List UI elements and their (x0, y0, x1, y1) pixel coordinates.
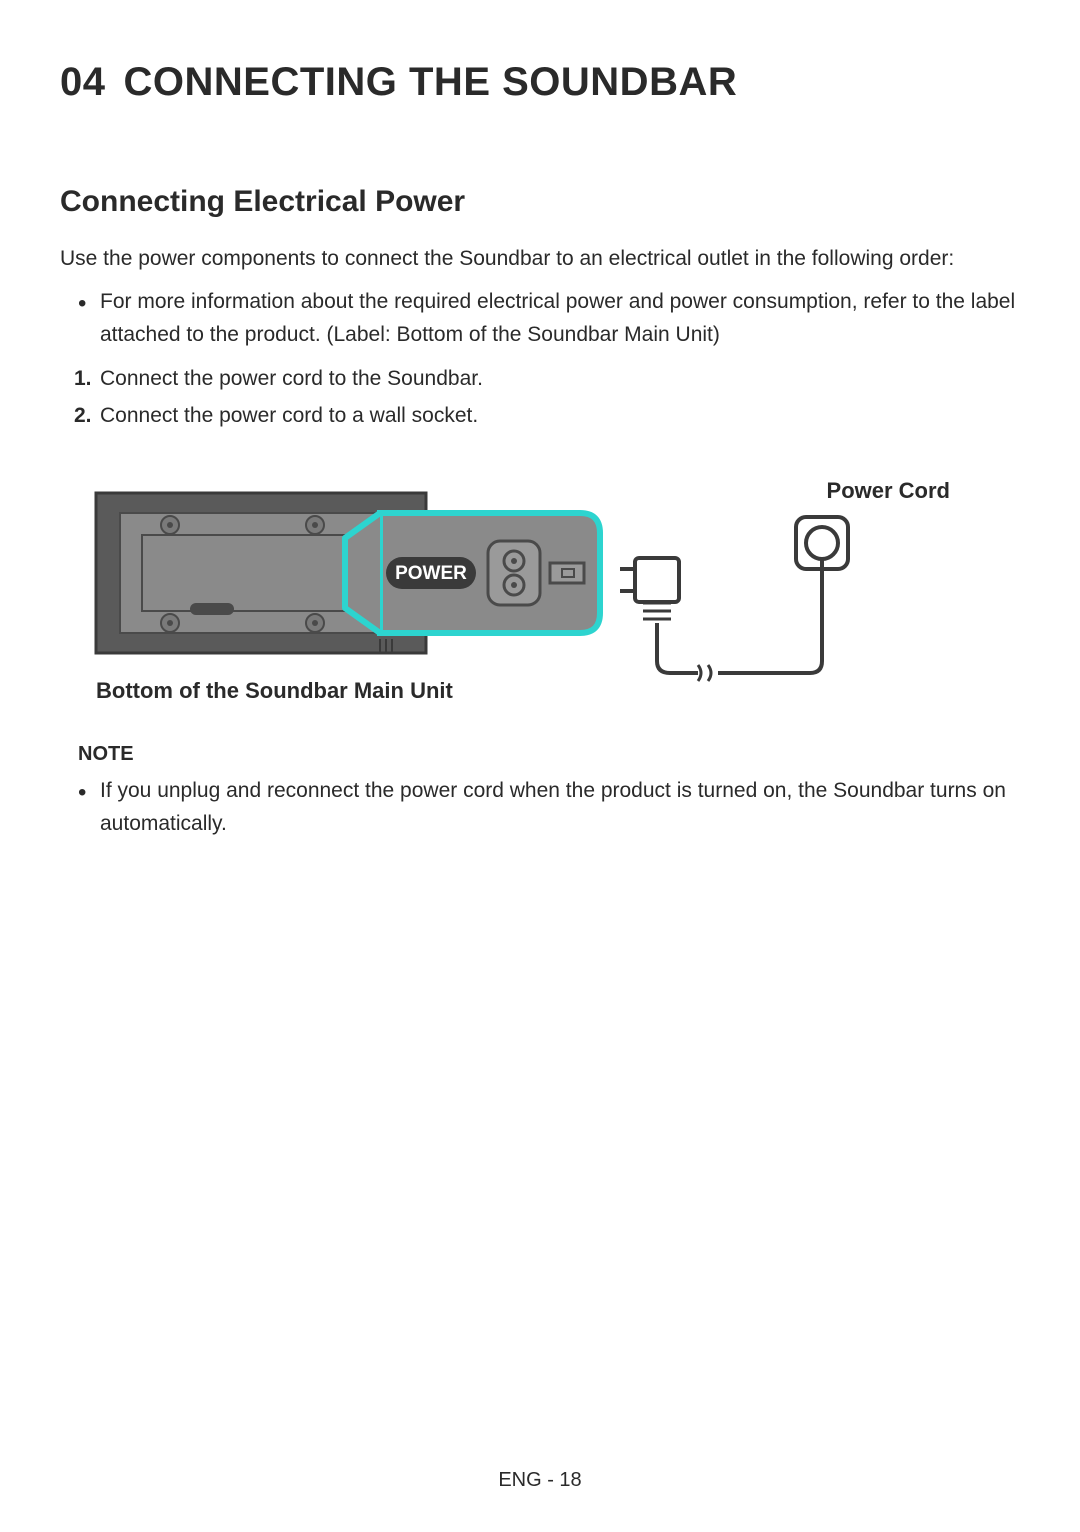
info-bullet-item: For more information about the required … (100, 285, 1020, 352)
info-bullet-list: For more information about the required … (60, 285, 1020, 352)
wall-plug-icon (796, 517, 848, 571)
power-plug-icon (620, 558, 698, 673)
diagram-svg: POWER (90, 483, 990, 693)
note-item: If you unplug and reconnect the power co… (100, 774, 1020, 841)
steps-list: 1.Connect the power cord to the Soundbar… (60, 362, 1020, 433)
section-title: Connecting Electrical Power (60, 185, 1020, 219)
chapter-number: 04 (60, 60, 106, 104)
connection-diagram: Power Cord POWER (90, 483, 1020, 713)
power-label-text: POWER (395, 563, 467, 584)
chapter-title: 04 CONNECTING THE SOUNDBAR (60, 60, 1020, 105)
label-power-cord: Power Cord (827, 478, 950, 504)
label-bottom-unit: Bottom of the Soundbar Main Unit (96, 678, 453, 704)
note-heading: NOTE (78, 743, 1020, 766)
step-text: Connect the power cord to a wall socket. (100, 404, 478, 427)
note-list: If you unplug and reconnect the power co… (60, 774, 1020, 841)
step-text: Connect the power cord to the Soundbar. (100, 367, 483, 390)
chapter-title-text: CONNECTING THE SOUNDBAR (124, 60, 738, 104)
step-item: 1.Connect the power cord to the Soundbar… (100, 362, 1020, 396)
section-intro: Use the power components to connect the … (60, 243, 1020, 275)
step-item: 2.Connect the power cord to a wall socke… (100, 399, 1020, 433)
page-footer: ENG - 18 (0, 1469, 1080, 1492)
